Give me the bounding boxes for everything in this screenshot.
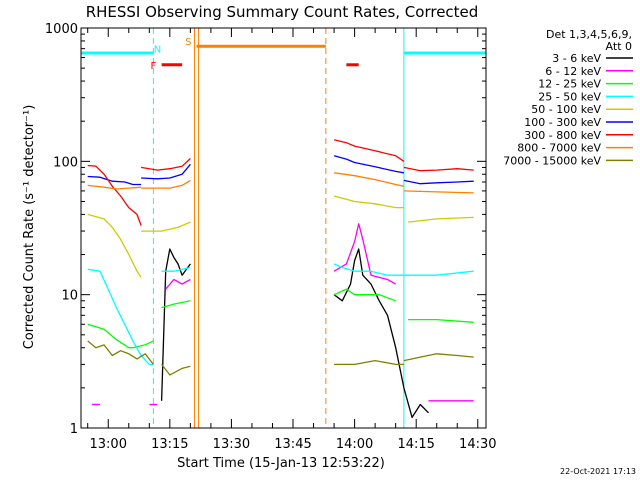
series-line (333, 288, 396, 302)
series-line (87, 213, 142, 278)
chart-title: RHESSI Observing Summary Count Rates, Co… (86, 3, 479, 21)
legend-entry-label: 25 - 50 keV (538, 90, 601, 103)
series-line (333, 263, 474, 276)
series-line (87, 164, 142, 226)
y-axis-label: Corrected Count Rate (s⁻¹ detector⁻¹) (22, 105, 37, 350)
series-line (161, 300, 191, 309)
y-tick-label: 1 (70, 422, 78, 437)
series-line (87, 323, 154, 349)
x-tick-label: 13:00 (90, 437, 127, 452)
x-tick-label: 13:30 (213, 437, 250, 452)
series-line (407, 216, 474, 223)
legend-entry-label: 12 - 25 keV (538, 78, 601, 91)
series-line (408, 318, 474, 323)
legend-header: Att 0 (606, 40, 632, 53)
x-tick-label: 14:00 (336, 437, 373, 452)
y-tick-label: 10 (61, 289, 78, 304)
legend-entry-label: 300 - 800 keV (524, 129, 601, 142)
series-line (403, 179, 474, 185)
legend-entry-label: 50 - 100 keV (531, 103, 601, 116)
series-line (334, 172, 405, 187)
series-line (140, 158, 191, 171)
flag-label: N (154, 45, 161, 56)
legend-entry-label: 800 - 7000 keV (517, 142, 601, 155)
series-line (333, 195, 404, 209)
series-line (165, 278, 191, 290)
plot-frame (80, 27, 487, 429)
series-line (87, 268, 154, 366)
y-tick-label: 100 (53, 155, 78, 170)
series-line (333, 155, 405, 174)
legend-entry-label: 3 - 6 keV (552, 52, 601, 65)
series-line (161, 266, 191, 272)
series-line (161, 363, 191, 376)
series-line (333, 223, 397, 285)
series-line (403, 353, 474, 362)
series-line (141, 163, 191, 180)
x-tick-label: 13:45 (274, 437, 311, 452)
x-tick-label: 13:15 (151, 437, 188, 452)
series-line (333, 139, 405, 162)
series-line (403, 190, 474, 194)
series-line (403, 166, 474, 172)
legend-entry-label: 7000 - 15000 keV (503, 154, 601, 167)
x-axis-label: Start Time (15-Jan-13 12:53:22) (177, 456, 385, 471)
legend-entry-label: 100 - 300 keV (524, 116, 601, 129)
series-line (87, 340, 154, 365)
series-line (87, 184, 142, 190)
series-line (334, 359, 404, 366)
series-line (87, 175, 142, 186)
series-line (141, 221, 191, 232)
legend-header: Det 1,3,4,5,6,9, (546, 28, 632, 41)
footer-timestamp: 22-Oct-2021 17:13 (560, 467, 636, 476)
series-line (333, 248, 429, 419)
series-line (141, 179, 191, 189)
y-tick-label: 1000 (45, 22, 78, 37)
flag-label: S (185, 37, 191, 48)
flag-label: F (151, 61, 157, 72)
legend-entry-label: 6 - 12 keV (545, 65, 601, 78)
x-tick-label: 14:30 (459, 437, 496, 452)
x-tick-label: 14:15 (397, 437, 434, 452)
